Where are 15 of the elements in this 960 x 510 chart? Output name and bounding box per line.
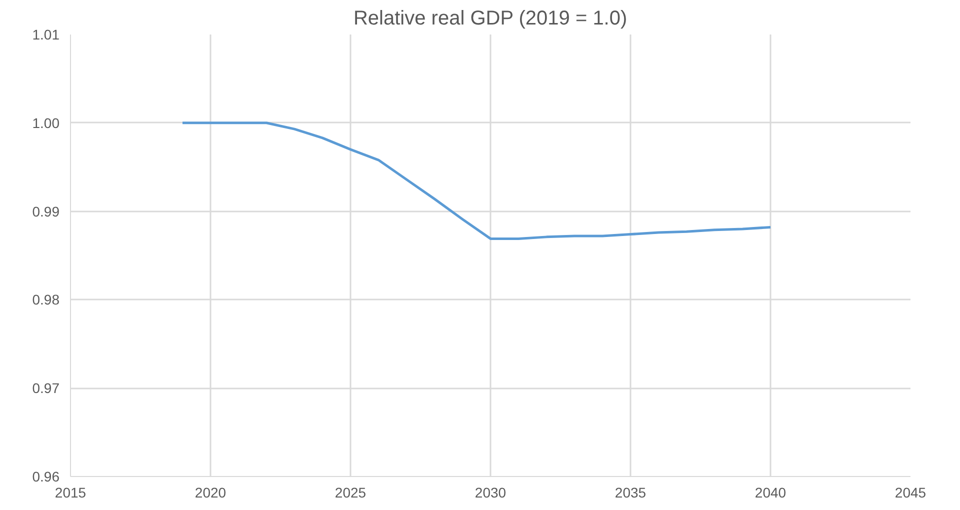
chart-title: Relative real GDP (2019 = 1.0) — [353, 8, 628, 30]
x-tick-label: 2030 — [474, 484, 506, 500]
y-tick-label: 1.01 — [32, 26, 60, 42]
x-tick-label: 2020 — [194, 484, 226, 500]
y-tick-label: 0.96 — [32, 468, 60, 484]
x-tick-label: 2035 — [614, 484, 646, 500]
y-tick-label: 0.99 — [32, 203, 60, 220]
line-series — [181, 122, 772, 240]
x-tick-label: 2015 — [54, 484, 86, 500]
y-tick-label: 0.97 — [32, 380, 60, 396]
x-tick-label: 2025 — [334, 484, 366, 500]
y-tick-label: 0.98 — [32, 292, 60, 308]
x-tick-label: 2045 — [894, 484, 926, 500]
y-tick-label: 1.00 — [32, 114, 60, 131]
x-tick-label: 2040 — [754, 484, 786, 500]
